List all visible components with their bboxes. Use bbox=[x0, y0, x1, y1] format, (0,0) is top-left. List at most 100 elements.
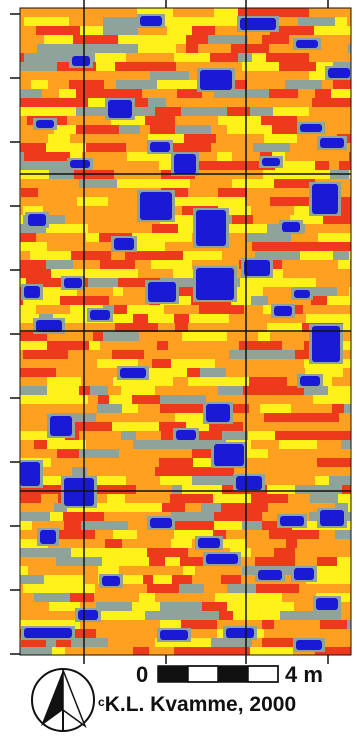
raster-cell bbox=[205, 98, 232, 108]
raster-cell bbox=[339, 269, 351, 279]
raster-cell bbox=[213, 494, 252, 504]
raster-cell bbox=[88, 395, 99, 405]
raster-cell bbox=[245, 395, 278, 405]
raster-cell bbox=[109, 296, 150, 306]
raster-cell bbox=[139, 593, 156, 603]
raster-cell bbox=[311, 413, 340, 423]
raster-cell bbox=[36, 305, 61, 315]
raster-cell bbox=[20, 107, 42, 117]
raster-cell bbox=[295, 557, 306, 567]
raster-cell bbox=[211, 125, 228, 135]
raster-cell bbox=[30, 251, 72, 261]
raster-cell bbox=[96, 494, 108, 504]
raster-cell bbox=[222, 413, 265, 423]
credit-text: K.L. Kvamme, 2000 bbox=[104, 693, 297, 716]
raster-cell bbox=[153, 575, 173, 585]
raster-cell bbox=[82, 152, 128, 162]
raster-cell bbox=[249, 404, 261, 414]
raster-cell bbox=[46, 260, 74, 270]
raster-cell bbox=[214, 539, 247, 549]
raster-cell bbox=[97, 359, 139, 369]
raster-cell bbox=[220, 224, 268, 234]
raster-cell bbox=[349, 251, 351, 261]
raster-cell bbox=[105, 539, 123, 549]
raster-cell bbox=[335, 593, 351, 603]
raster-cell bbox=[36, 26, 81, 36]
raster-cell bbox=[306, 575, 331, 585]
raster-cell bbox=[88, 71, 123, 81]
raster-cell bbox=[226, 530, 238, 540]
raster-cell bbox=[242, 62, 280, 72]
raster-cell bbox=[268, 602, 295, 612]
raster-cell bbox=[177, 89, 203, 99]
raster-cell bbox=[298, 17, 336, 27]
raster-cell bbox=[288, 494, 311, 504]
raster-cell bbox=[181, 107, 228, 117]
raster-cell bbox=[330, 575, 351, 585]
raster-cell bbox=[86, 233, 100, 243]
raster-cell bbox=[291, 404, 333, 414]
raster-cell bbox=[165, 242, 199, 252]
raster-cell bbox=[20, 620, 39, 630]
raster-cell bbox=[294, 602, 310, 612]
raster-cell bbox=[76, 125, 120, 135]
raster-cell bbox=[41, 98, 89, 108]
raster-cell bbox=[139, 332, 183, 342]
raster-cell bbox=[218, 188, 248, 198]
raster-cell bbox=[270, 26, 315, 36]
raster-cell bbox=[119, 224, 153, 234]
anomaly-blob bbox=[64, 278, 82, 288]
anomaly-blob bbox=[28, 214, 46, 226]
raster-cell bbox=[92, 458, 103, 468]
raster-cell bbox=[252, 638, 263, 648]
raster-cell bbox=[335, 395, 351, 405]
raster-cell bbox=[21, 530, 39, 540]
raster-cell bbox=[262, 620, 275, 630]
raster-cell bbox=[166, 98, 206, 108]
raster-cell bbox=[285, 197, 314, 207]
raster-cell bbox=[22, 449, 58, 459]
anomaly-blob bbox=[36, 320, 62, 332]
raster-cell bbox=[20, 8, 21, 18]
raster-cell bbox=[249, 377, 288, 387]
raster-cell bbox=[138, 359, 153, 369]
raster-cell bbox=[285, 278, 317, 288]
raster-cell bbox=[315, 476, 330, 486]
raster-cell bbox=[348, 503, 351, 513]
raster-cell bbox=[147, 584, 180, 594]
raster-cell bbox=[283, 629, 322, 639]
raster-cell bbox=[192, 476, 237, 486]
raster-cell bbox=[156, 377, 174, 387]
raster-cell bbox=[178, 197, 222, 207]
north-arrow-icon bbox=[31, 668, 95, 732]
raster-cell bbox=[340, 206, 351, 216]
raster-cell bbox=[220, 647, 251, 655]
raster-cell bbox=[122, 71, 151, 81]
raster-cell bbox=[95, 323, 106, 333]
raster-cell bbox=[348, 44, 351, 54]
raster-cell bbox=[108, 386, 122, 396]
raster-cell bbox=[279, 647, 294, 655]
raster-cell bbox=[116, 80, 158, 90]
raster-cell bbox=[26, 278, 57, 288]
raster-cell bbox=[175, 629, 218, 639]
raster-cell bbox=[309, 8, 351, 18]
raster-cell bbox=[24, 53, 35, 63]
raster-cell bbox=[262, 638, 302, 648]
raster-cell bbox=[20, 593, 35, 603]
raster-cell bbox=[217, 287, 264, 297]
raster-cell bbox=[158, 539, 172, 549]
raster-cell bbox=[186, 44, 199, 54]
raster-cell bbox=[23, 296, 37, 306]
raster-cell bbox=[84, 296, 110, 306]
anomaly-blob bbox=[312, 184, 338, 214]
raster-cell bbox=[132, 233, 155, 243]
anomaly-blob bbox=[24, 286, 40, 298]
raster-cell bbox=[215, 593, 250, 603]
raster-cell bbox=[21, 638, 47, 648]
raster-cell bbox=[171, 539, 193, 549]
raster-cell bbox=[321, 629, 351, 639]
raster-cell bbox=[160, 395, 207, 405]
raster-cell bbox=[103, 332, 140, 342]
raster-cell bbox=[51, 458, 62, 468]
